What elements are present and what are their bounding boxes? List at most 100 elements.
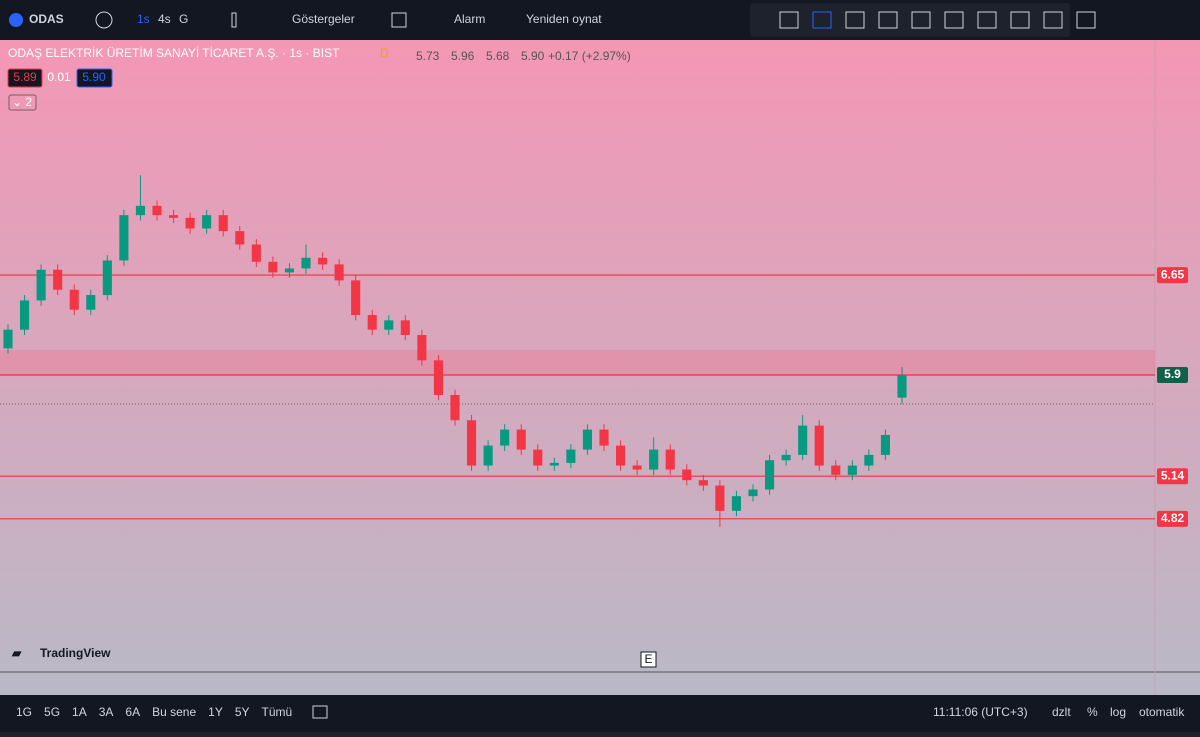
adjust[interactable]: dzlt [1052, 705, 1071, 719]
marker-box[interactable] [640, 651, 657, 668]
candle-body [632, 465, 642, 470]
zone [0, 350, 1155, 375]
candle-body [417, 335, 427, 361]
alarm[interactable]: Alarm [454, 12, 485, 26]
candle-body [251, 244, 261, 262]
interval[interactable]: 4s [158, 12, 171, 26]
candle-body [185, 217, 195, 229]
layouts[interactable] [391, 12, 407, 28]
candle-body [483, 445, 493, 466]
range-button[interactable]: 1G [16, 705, 32, 719]
candle-body [864, 454, 874, 466]
candle-body [86, 295, 96, 310]
candle-body [334, 264, 344, 281]
candle-body [748, 489, 758, 497]
candle-body [135, 205, 145, 216]
chart-area [0, 40, 1200, 695]
replay[interactable]: Yeniden oynat [526, 12, 602, 26]
range-button[interactable]: 5G [44, 705, 60, 719]
candle-body [268, 261, 278, 273]
bid-box[interactable] [7, 68, 43, 88]
candle-body [533, 449, 543, 466]
range-button[interactable]: 3A [99, 705, 114, 719]
range-button[interactable]: 6A [125, 705, 140, 719]
candle-body [102, 260, 112, 296]
range-button[interactable]: 5Y [235, 705, 250, 719]
candle-body [351, 280, 361, 316]
candle-body [367, 315, 377, 330]
candle-body [152, 205, 162, 216]
add-symbol[interactable] [95, 11, 113, 29]
drawing-tool[interactable] [1010, 11, 1030, 29]
symbol-icon [9, 13, 23, 27]
spread: 0.01 [47, 70, 71, 84]
range-button[interactable]: Tümü [262, 705, 293, 719]
range-button[interactable]: 1A [72, 705, 87, 719]
candle-body [467, 420, 477, 466]
drawing-tool[interactable] [845, 11, 865, 29]
level-label-box [1157, 468, 1188, 485]
drawing-tool[interactable] [878, 11, 898, 29]
collapse-box[interactable] [8, 94, 37, 111]
candle-body [698, 480, 708, 486]
drawing-tool[interactable] [911, 11, 931, 29]
interval[interactable]: 1s [137, 12, 150, 26]
legend-title: ODAŞ ELEKTRİK ÜRETİM SANAYİ TİCARET A.Ş.… [8, 46, 340, 60]
badge: D [380, 46, 389, 60]
percent[interactable]: % [1087, 705, 1098, 719]
candle-body [119, 215, 129, 261]
chart-type[interactable] [231, 12, 237, 28]
ask: 5.90 [82, 70, 106, 84]
drawing-tool[interactable] [779, 11, 799, 29]
level-label: 5.9 [1164, 367, 1181, 381]
indicators[interactable]: Göstergeler [292, 12, 355, 26]
candle-body [549, 462, 559, 466]
candle-body [69, 289, 79, 310]
drawing-tool[interactable] [1043, 11, 1063, 29]
range-button[interactable]: Bu sene [152, 705, 196, 719]
candle-body [318, 257, 328, 265]
candle-body [218, 215, 228, 232]
candle-body [566, 449, 576, 463]
go-to-date[interactable] [312, 705, 328, 719]
level-label-box [1157, 510, 1188, 527]
candle-body [765, 460, 775, 490]
ohlc-high: 5.96 [451, 49, 475, 63]
drawing-tool[interactable] [812, 11, 832, 29]
interval[interactable]: G [179, 12, 188, 26]
ohlc-close: 5.90 [521, 49, 545, 63]
auto[interactable]: otomatik [1139, 705, 1185, 719]
symbol[interactable]: ODAS [29, 12, 64, 26]
marker: E [644, 652, 652, 666]
candle-body [665, 449, 675, 470]
candle-body [831, 465, 841, 475]
candle-body [202, 215, 212, 229]
candle-body [235, 231, 245, 245]
bottom-toolbar [0, 695, 1200, 732]
candle-body [781, 454, 791, 461]
level-label: 4.82 [1161, 511, 1185, 525]
ohlc-open: 5.73 [416, 49, 440, 63]
drawing-tool[interactable] [944, 11, 964, 29]
level-label: 5.14 [1161, 468, 1185, 482]
candle-body [715, 485, 725, 511]
candle-body [20, 300, 30, 330]
drawing-tool[interactable] [977, 11, 997, 29]
bid: 5.89 [13, 70, 37, 84]
candle-body [582, 429, 592, 450]
drawing-tool[interactable] [1076, 11, 1096, 29]
ohlc-change: +0.17 (+2.97%) [548, 49, 631, 63]
candle-body [169, 215, 179, 218]
candle-body [649, 449, 659, 470]
range-button[interactable]: 1Y [208, 705, 223, 719]
candle-body [599, 429, 609, 446]
candle-body [880, 434, 890, 455]
level-label: 6.65 [1161, 267, 1185, 281]
level-label-box [1157, 267, 1188, 284]
log[interactable]: log [1110, 705, 1126, 719]
tv-logo-mark: ▰ [11, 646, 22, 660]
collapse: ⌄ 2 [12, 95, 32, 109]
ask-box[interactable] [76, 68, 113, 88]
